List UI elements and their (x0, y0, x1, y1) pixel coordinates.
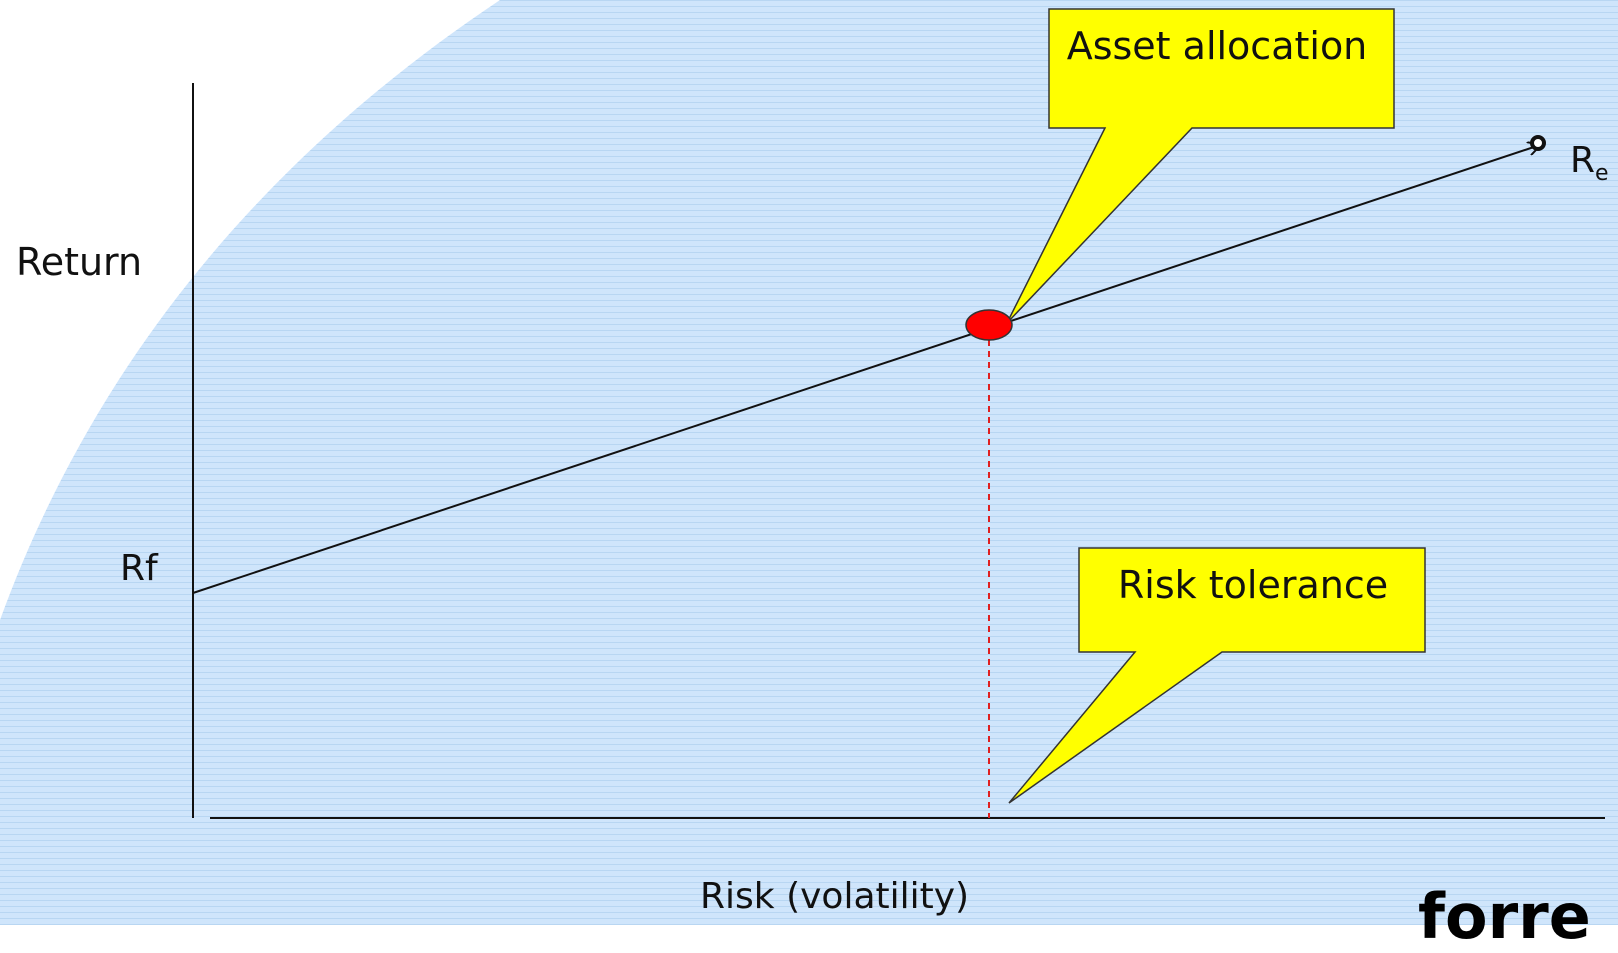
capital-allocation-line (192, 145, 1540, 594)
re-label-subscript: e (1595, 161, 1609, 187)
y-axis-label: Return (16, 240, 143, 284)
re-endpoint-marker (1530, 135, 1546, 151)
diagram-canvas (0, 0, 1618, 925)
re-label: Re (1570, 140, 1609, 186)
callout-asset-allocation-text: Asset allocation (1066, 24, 1368, 68)
background-curve-shape (0, 0, 1618, 925)
callout-risk-tolerance-shape (1008, 547, 1426, 804)
callout-asset-allocation-shape (1006, 8, 1395, 324)
rf-label: Rf (120, 548, 158, 589)
callout-risk-tolerance-text: Risk tolerance (1117, 563, 1389, 607)
x-axis-label: Risk (volatility) (700, 876, 970, 917)
brand-text-fragment: forre (1418, 880, 1591, 953)
asset-allocation-point (965, 309, 1013, 341)
re-label-main: R (1570, 140, 1596, 181)
